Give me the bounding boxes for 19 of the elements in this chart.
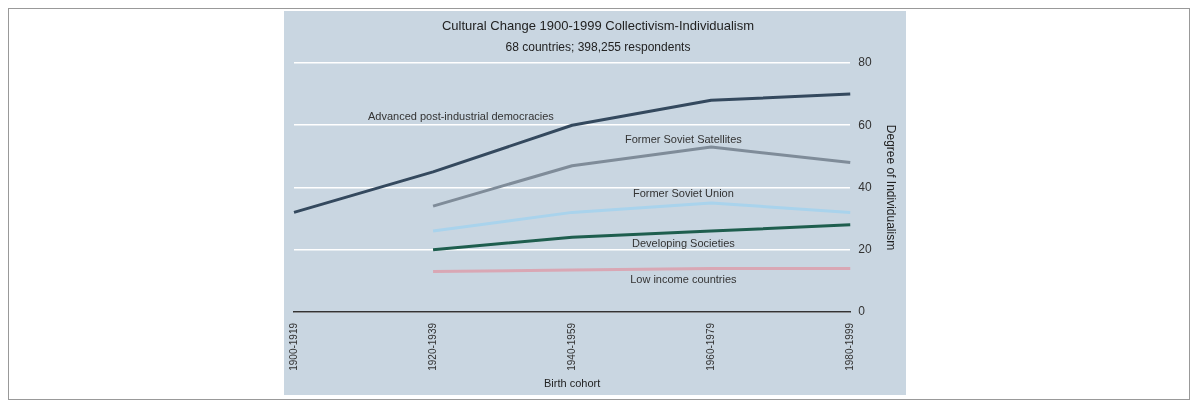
x-tick-label: 1960-1979 [704,322,716,371]
y-tick-label: 80 [858,55,872,70]
y-tick-label: 40 [858,179,872,194]
series-label: Advanced post-industrial democracies [367,110,555,123]
x-tick-label: 1900-1919 [287,322,299,371]
x-tick-label: 1920-1939 [426,322,438,371]
y-tick-label: 60 [858,117,872,132]
y-axis-title: Degree of Individualism [884,124,899,251]
y-tick-label: 0 [858,304,866,319]
chart-subtitle: 68 countries; 398,255 respondents [505,40,691,55]
x-tick-label: 1940-1959 [565,322,577,371]
y-tick-label: 20 [858,242,872,257]
x-axis-title: Birth cohort [544,377,601,390]
series-label: Developing Societies [632,236,736,249]
series-label: Low income countries [630,273,738,286]
series-label: Former Soviet Union [632,187,734,200]
x-tick-label: 1980-1999 [844,322,855,371]
chart-title: Cultural Change 1900-1999 Collectivism-Individualism [441,18,755,34]
series-label: Former Soviet Satellites [624,133,743,146]
